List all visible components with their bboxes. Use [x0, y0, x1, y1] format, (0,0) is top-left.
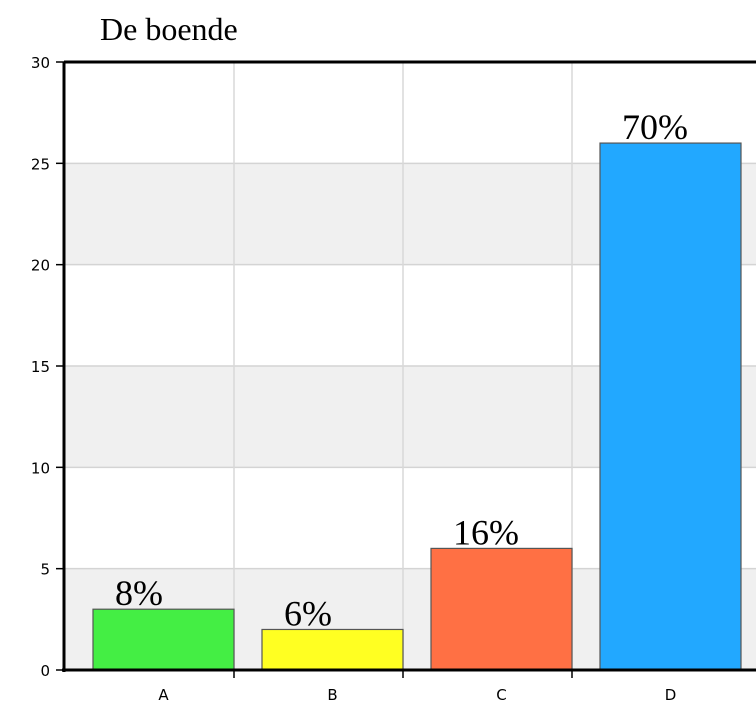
data-labels: 8% 6% 16% 70% — [115, 107, 688, 633]
y-tick-label: 5 — [40, 561, 50, 579]
x-tick-label-a: A — [158, 686, 169, 704]
y-tick-label: 0 — [40, 662, 50, 680]
data-label-a: 8% — [115, 573, 163, 613]
y-tick-label: 15 — [31, 358, 50, 376]
y-tick-label: 20 — [31, 257, 50, 275]
bar-c — [430, 547, 573, 671]
x-axis-ticks: A B C D — [158, 670, 676, 704]
y-tick-label: 30 — [31, 54, 50, 72]
x-tick-label-b: B — [327, 686, 337, 704]
data-label-d: 70% — [622, 107, 688, 147]
x-tick-label-c: C — [496, 686, 506, 704]
bar-d — [599, 142, 742, 671]
bar-b — [261, 628, 404, 671]
chart-title: De boende — [100, 11, 238, 47]
y-tick-label: 10 — [31, 459, 50, 477]
x-tick-label-d: D — [665, 686, 677, 704]
bars — [92, 142, 742, 671]
bar-a — [92, 608, 235, 671]
y-axis-ticks: 0 5 10 15 20 25 30 — [31, 54, 64, 680]
y-tick-label: 25 — [31, 155, 50, 173]
data-label-b: 6% — [284, 593, 332, 633]
data-label-c: 16% — [453, 512, 519, 552]
